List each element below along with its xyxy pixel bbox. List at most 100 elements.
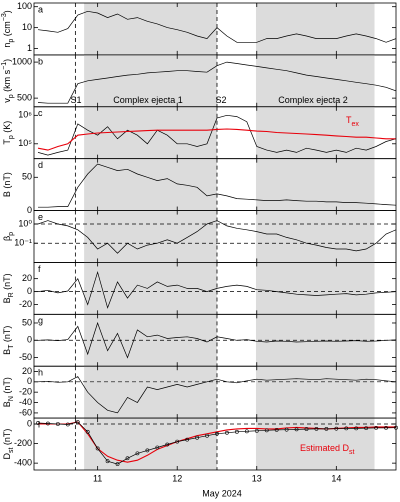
shaded-interval xyxy=(255,3,375,55)
panel: -400 -200 0 11 12 13 14 i Dst (nT) Estimated Dst xyxy=(2,417,398,483)
shaded-interval xyxy=(255,54,375,107)
panel-label: f xyxy=(38,264,41,274)
panel: -20 0 20 f BR (nT) xyxy=(2,262,397,315)
data-marker xyxy=(294,427,299,432)
data-marker xyxy=(274,427,279,432)
shaded-interval xyxy=(255,366,375,419)
data-marker xyxy=(155,445,160,450)
y-tick-label: 0 xyxy=(27,335,32,345)
data-marker xyxy=(384,426,388,430)
panel-label: e xyxy=(38,212,43,222)
x-tick-label: 13 xyxy=(252,473,262,483)
panel: 0 50 d B (nT) xyxy=(2,158,397,215)
y-tick-label: 10⁻¹ xyxy=(14,238,32,248)
data-marker xyxy=(95,446,100,451)
shaded-interval xyxy=(255,210,375,263)
data-marker xyxy=(284,427,289,432)
data-marker xyxy=(244,429,249,434)
x-tick-label: 14 xyxy=(331,473,341,483)
data-marker xyxy=(105,459,110,464)
data-marker xyxy=(215,431,219,436)
annotation: Estimated Dst xyxy=(300,444,355,457)
y-axis-label: BR (nT) xyxy=(2,273,15,303)
y-tick-label: 0 xyxy=(27,205,32,215)
data-marker xyxy=(264,428,269,433)
data-line xyxy=(37,220,396,254)
y-tick-label: -200 xyxy=(14,438,32,448)
data-marker xyxy=(165,442,170,447)
y-tick-label: 50 xyxy=(22,172,32,182)
y-tick-label: 100 xyxy=(17,1,32,11)
data-marker xyxy=(324,426,329,431)
data-marker xyxy=(225,430,229,435)
data-marker xyxy=(374,426,379,430)
panel-label: a xyxy=(38,4,43,14)
y-axis-label: np (cm−3) xyxy=(1,10,15,47)
data-marker xyxy=(205,433,209,438)
data-marker xyxy=(304,427,309,431)
shaded-interval xyxy=(84,418,217,470)
data-marker xyxy=(36,421,40,425)
data-marker xyxy=(85,429,90,434)
data-line xyxy=(37,114,396,156)
data-marker xyxy=(334,426,339,431)
data-line xyxy=(37,10,396,43)
y-tick-label: -20 xyxy=(19,387,32,397)
panel-label: c xyxy=(38,108,43,118)
data-marker xyxy=(314,426,319,431)
y-tick-label: 10⁰ xyxy=(18,218,32,228)
data-line xyxy=(37,61,396,104)
y-tick-label: -50 xyxy=(19,352,32,362)
x-axis-label: May 2024 xyxy=(202,488,242,498)
annotation: Tex xyxy=(346,115,359,128)
y-axis-label: BT (nT) xyxy=(2,326,15,355)
x-tick-label: 11 xyxy=(93,473,102,483)
data-line xyxy=(37,321,396,359)
data-marker xyxy=(354,426,359,431)
panel-label: d xyxy=(38,160,43,170)
data-marker xyxy=(145,448,150,453)
data-marker xyxy=(135,451,140,456)
y-tick-label: 0 xyxy=(27,286,32,296)
y-tick-label: -60 xyxy=(19,407,32,417)
y-tick-label: 0 xyxy=(27,376,32,386)
panel-label: i xyxy=(38,419,40,429)
panel-label: b xyxy=(38,56,43,66)
annotation: Complex ejecta 2 xyxy=(278,95,348,105)
x-tick-label: 12 xyxy=(172,473,182,483)
data-marker xyxy=(115,462,120,467)
shaded-interval xyxy=(255,262,375,315)
data-line xyxy=(37,270,396,309)
y-tick-label: -400 xyxy=(14,458,32,468)
y-tick-label: 20 xyxy=(22,366,32,376)
shaded-interval xyxy=(84,54,217,107)
y-axis-label: vp (km s−1) xyxy=(1,59,15,103)
y-tick-label: -40 xyxy=(19,397,32,407)
annotation: Complex ejecta 1 xyxy=(113,95,183,105)
y-tick-label: 10 xyxy=(22,22,32,32)
panel: 10⁵ 10⁶ c Tp (K) Tex xyxy=(2,106,397,160)
shaded-interval xyxy=(84,158,217,211)
panel-label: g xyxy=(38,316,43,326)
panel: -50 0 50 g BT (nT) xyxy=(2,313,397,367)
y-axis-label: βp xyxy=(2,232,15,241)
y-axis-label: BN (nT) xyxy=(2,377,15,407)
data-marker xyxy=(46,421,50,426)
shaded-interval xyxy=(255,418,375,470)
y-tick-label: 0 xyxy=(27,418,32,428)
y-tick-label: 1000 xyxy=(12,56,32,66)
data-line xyxy=(37,421,396,465)
panel-frame xyxy=(33,417,397,471)
data-marker xyxy=(65,422,70,427)
data-marker xyxy=(234,429,239,434)
y-axis-label: Dst (nT) xyxy=(2,429,15,460)
panel-label: h xyxy=(38,368,43,378)
y-tick-label: 20 xyxy=(22,273,32,283)
y-axis-label: B (nT) xyxy=(2,172,12,197)
panel: 10⁻¹ 10⁰ e βp xyxy=(2,210,397,263)
annotation: S2 xyxy=(215,95,226,105)
shaded-interval xyxy=(84,366,217,419)
y-tick-label: 50 xyxy=(22,317,32,327)
